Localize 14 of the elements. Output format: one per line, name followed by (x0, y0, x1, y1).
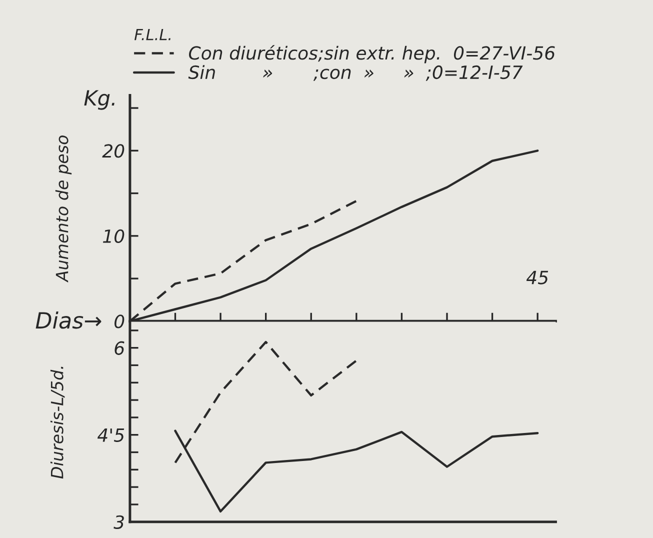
text: Kg. (84, 90, 114, 110)
y-tick-label: 6 (114, 341, 124, 355)
y-tick-label: 20 (102, 144, 124, 158)
x-tick-label: 45 (526, 270, 548, 284)
y-tick-label: 0 (114, 314, 124, 328)
y-tick-label: 10 (102, 229, 124, 244)
y-axis-title: Diuresis-L/5d. (50, 366, 65, 479)
legend-label: Sin » ;con » » ;0=12-I-57 (188, 65, 523, 81)
legend-title: F.L.L. (134, 28, 170, 40)
x-axis-title: Dias→ (36, 312, 102, 329)
y-tick-label: 3 (114, 515, 124, 529)
y-tick-label: 4'5 (97, 428, 124, 442)
y-axis-title: Aumento de peso (55, 136, 72, 283)
legend-label: Con diuréticos;sin extr. hep. 0=27-VI-56 (188, 45, 555, 64)
